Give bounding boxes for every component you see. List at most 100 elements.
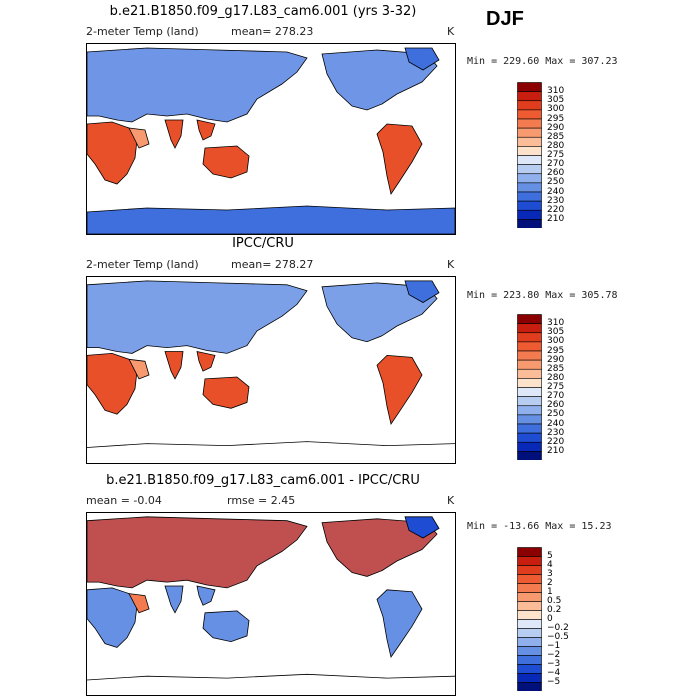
- panel2-minmax: Min = 223.80 Max = 305.78: [467, 290, 618, 301]
- land-shape: [196, 119, 216, 141]
- colorbar-tick-label: 305: [547, 95, 565, 106]
- colorbar-tick-label: 210: [547, 213, 565, 224]
- colorbar-tick-label: −3: [547, 659, 561, 669]
- panel3-colorbar: [517, 547, 543, 695]
- colorbar-swatch: [517, 673, 542, 683]
- panel3-minmax: Min = -13.66 Max = 15.23: [467, 521, 612, 532]
- land-shape: [87, 205, 455, 234]
- colorbar-swatch: [517, 414, 542, 425]
- colorbar-swatch: [517, 441, 542, 452]
- land-shape: [164, 351, 184, 380]
- colorbar-tick-label: 260: [547, 400, 565, 411]
- land-shape: [376, 589, 423, 658]
- colorbar-swatch: [517, 387, 542, 397]
- colorbar-tick-label: 0.5: [547, 596, 562, 606]
- colorbar-tick-label: 4: [547, 560, 553, 570]
- colorbar-tick-label: 210: [547, 445, 565, 456]
- land-shape: [196, 585, 216, 606]
- land-shape: [202, 145, 250, 179]
- colorbar-swatch: [517, 109, 542, 120]
- land-shape: [128, 358, 150, 380]
- colorbar-swatch: [517, 209, 542, 220]
- land-shape: [164, 585, 184, 614]
- colorbar-tick-label: 3: [547, 569, 553, 579]
- panel1-colorbar: [517, 82, 543, 232]
- colorbar-tick-label: −4: [547, 668, 561, 678]
- land-shape: [87, 352, 138, 415]
- colorbar-swatch: [517, 423, 542, 434]
- colorbar-tick-label: 220: [547, 436, 565, 447]
- colorbar-swatch: [517, 314, 542, 324]
- colorbar-swatch: [517, 396, 542, 407]
- colorbar-tick-label: 290: [547, 122, 565, 133]
- land-shape: [87, 587, 138, 648]
- colorbar-tick-label: 290: [547, 354, 565, 365]
- colorbar-tick-label: 300: [547, 104, 565, 115]
- colorbar-swatch: [517, 601, 542, 611]
- colorbar-tick-label: 275: [547, 150, 565, 160]
- colorbar-swatch: [517, 682, 542, 692]
- panel3-colorbar-swatches: [517, 547, 542, 692]
- colorbar-tick-label: −0.2: [547, 623, 569, 633]
- colorbar-swatch: [517, 565, 542, 575]
- colorbar-tick-label: 270: [547, 159, 565, 170]
- panel2-center-label: mean= 278.27: [231, 258, 314, 271]
- colorbar-tick-label: 260: [547, 168, 565, 179]
- colorbar-swatch: [517, 146, 542, 156]
- colorbar-swatch: [517, 127, 542, 138]
- colorbar-tick-label: 305: [547, 327, 565, 338]
- panel3-map: [86, 512, 456, 696]
- land-shape: [87, 121, 138, 185]
- panel2-left-label: 2-meter Temp (land): [86, 258, 199, 271]
- panel3-left-label: mean = -0.04: [86, 494, 162, 507]
- colorbar-swatch: [517, 219, 542, 229]
- colorbar-swatch: [517, 359, 542, 370]
- land-shape: [164, 119, 184, 149]
- colorbar-swatch: [517, 655, 542, 665]
- colorbar-tick-label: 295: [547, 113, 565, 124]
- colorbar-swatch: [517, 432, 542, 443]
- colorbar-swatch: [517, 323, 542, 334]
- colorbar-tick-label: 1: [547, 587, 553, 597]
- panel2-title: IPCC/CRU: [232, 236, 294, 251]
- panel2-colorbar: [517, 314, 543, 464]
- panel1-left-label: 2-meter Temp (land): [86, 25, 199, 38]
- panel1-land: [87, 47, 455, 234]
- colorbar-tick-label: 310: [547, 318, 565, 329]
- colorbar-tick-label: 240: [547, 418, 565, 429]
- colorbar-swatch: [517, 155, 542, 165]
- colorbar-tick-label: 2: [547, 578, 553, 588]
- colorbar-swatch: [517, 378, 542, 388]
- colorbar-swatch: [517, 118, 542, 129]
- colorbar-tick-label: 250: [547, 177, 565, 188]
- colorbar-swatch: [517, 350, 542, 361]
- colorbar-tick-label: 220: [547, 204, 565, 215]
- colorbar-swatch: [517, 91, 542, 102]
- colorbar-swatch: [517, 164, 542, 175]
- panel1-title: b.e21.B1850.f09_g17.L83_cam6.001 (yrs 3-…: [109, 4, 417, 19]
- land-shape: [202, 376, 250, 409]
- panel1-center-label: mean= 278.23: [231, 25, 314, 38]
- panel1-minmax: Min = 229.60 Max = 307.23: [467, 56, 618, 67]
- colorbar-tick-label: 295: [547, 345, 565, 356]
- colorbar-tick-label: 0: [547, 614, 553, 624]
- panel2-map: [86, 276, 456, 464]
- colorbar-swatch: [517, 637, 542, 647]
- colorbar-tick-label: 280: [547, 372, 565, 383]
- land-shape: [404, 280, 440, 303]
- coastline: [87, 441, 455, 448]
- land-shape: [128, 593, 150, 614]
- land-shape: [87, 516, 308, 589]
- land-shape: [196, 350, 216, 372]
- colorbar-swatch: [517, 200, 542, 211]
- colorbar-swatch: [517, 574, 542, 584]
- colorbar-tick-label: −1: [547, 641, 561, 651]
- colorbar-tick-label: 285: [547, 363, 565, 374]
- colorbar-tick-label: 240: [547, 186, 565, 197]
- panel2-units: K: [447, 258, 455, 271]
- colorbar-tick-label: 0.2: [547, 605, 562, 615]
- colorbar-tick-label: 230: [547, 427, 565, 438]
- colorbar-swatch: [517, 610, 542, 620]
- panel1-colorbar-swatches: [517, 82, 542, 229]
- colorbar-swatch: [517, 341, 542, 352]
